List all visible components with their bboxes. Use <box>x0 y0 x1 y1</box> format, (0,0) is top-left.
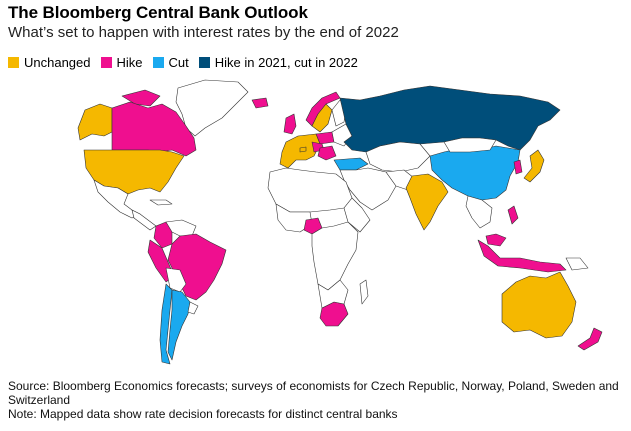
png-shape <box>565 257 589 271</box>
iceland-shape <box>251 97 269 109</box>
legend: Unchanged Hike Cut Hike in 2021, cut in … <box>8 55 368 70</box>
mongolia-shape <box>443 137 497 153</box>
madagascar-shape <box>359 279 369 305</box>
legend-label-hike-then-cut: Hike in 2021, cut in 2022 <box>214 55 358 70</box>
cuba-shape <box>149 199 173 206</box>
chart-subtitle: What’s set to happen with interest rates… <box>8 24 399 41</box>
bolivia-shape <box>165 267 187 293</box>
turkey-shape <box>333 157 369 171</box>
uk-shape <box>283 113 297 135</box>
legend-label-unchanged: Unchanged <box>24 55 91 70</box>
balkans-shape <box>317 145 337 161</box>
southern-africa-shape <box>317 279 349 309</box>
legend-label-hike: Hike <box>116 55 143 70</box>
legend-swatch-hike-then-cut <box>198 57 210 68</box>
central-asia-shape <box>365 141 431 173</box>
japan-shape <box>523 149 545 183</box>
alaska-shape <box>77 103 113 141</box>
chart-title: The Bloomberg Central Bank Outlook <box>8 3 308 22</box>
central-america-shape <box>131 209 157 231</box>
central-africa-shape <box>311 221 359 291</box>
source-note: Source: Bloomberg Economics forecasts; s… <box>8 379 619 407</box>
legend-item-unchanged: Unchanged <box>8 55 91 70</box>
switzerland-shape <box>299 146 307 153</box>
indonesia-shape <box>477 239 567 273</box>
greenland-shape <box>175 79 249 137</box>
legend-label-cut: Cut <box>168 55 189 70</box>
world-map <box>77 79 603 365</box>
uruguay-shape <box>187 301 199 315</box>
mapping-note: Note: Mapped data show rate decision for… <box>8 407 398 421</box>
india-shape <box>405 173 449 231</box>
east-africa-shape <box>343 197 371 233</box>
korea-shape <box>513 159 523 175</box>
argentina-shape <box>167 289 191 361</box>
chile-shape <box>159 283 173 365</box>
australia-shape <box>501 271 577 339</box>
legend-item-hike-then-cut: Hike in 2021, cut in 2022 <box>198 55 358 70</box>
russia-shape <box>339 85 561 153</box>
legend-swatch-unchanged <box>8 57 19 68</box>
philippines-shape <box>507 205 519 225</box>
legend-swatch-cut <box>152 57 164 68</box>
footer: Source: Bloomberg Economics forecasts; s… <box>8 379 623 421</box>
legend-item-hike: Hike <box>100 55 143 70</box>
legend-item-cut: Cut <box>152 55 189 70</box>
southeast-asia-shape <box>465 195 493 229</box>
malaysia-shape <box>485 233 507 247</box>
legend-swatch-hike <box>100 57 112 68</box>
new-zealand-shape <box>577 327 603 351</box>
north-africa-shape <box>267 167 353 213</box>
